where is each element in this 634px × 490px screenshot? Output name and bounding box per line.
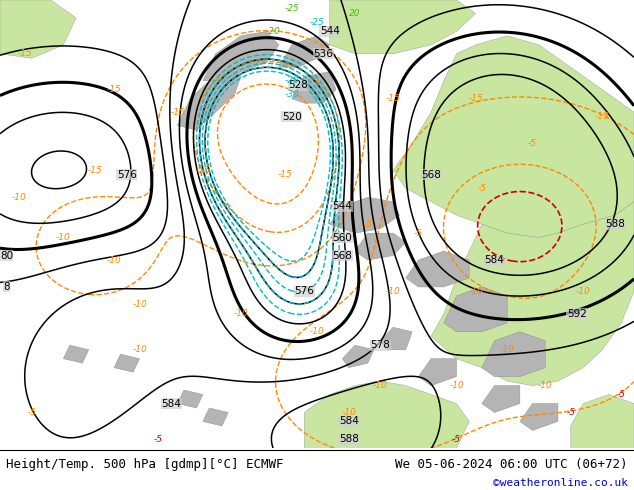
Text: -15: -15	[87, 166, 103, 175]
Polygon shape	[380, 327, 412, 350]
Text: 568: 568	[421, 170, 441, 180]
Text: 544: 544	[320, 26, 340, 36]
Text: -15: -15	[468, 94, 483, 103]
Polygon shape	[63, 345, 89, 363]
Text: 576: 576	[294, 287, 314, 296]
Text: -15: -15	[195, 166, 210, 175]
Polygon shape	[482, 386, 520, 413]
Polygon shape	[304, 381, 469, 448]
Text: -10: -10	[107, 256, 122, 265]
Text: -25: -25	[309, 18, 325, 27]
Polygon shape	[406, 251, 469, 287]
Text: 584: 584	[161, 398, 181, 409]
Text: -10: -10	[576, 287, 591, 296]
Text: -5: -5	[363, 220, 372, 229]
Text: -5: -5	[27, 408, 36, 417]
Polygon shape	[393, 36, 634, 238]
Text: -10: -10	[132, 345, 147, 354]
Polygon shape	[418, 359, 456, 386]
Text: -10: -10	[341, 408, 356, 417]
Text: 544: 544	[332, 201, 353, 211]
Text: 520: 520	[281, 112, 302, 122]
Polygon shape	[355, 233, 406, 260]
Text: -5: -5	[617, 390, 626, 399]
Text: 584: 584	[339, 416, 359, 426]
Text: -30: -30	[284, 90, 299, 98]
Polygon shape	[330, 0, 476, 54]
Polygon shape	[431, 202, 634, 386]
Text: -20: -20	[284, 76, 299, 85]
Text: 568: 568	[332, 250, 353, 261]
Text: We 05-06-2024 06:00 UTC (06+72): We 05-06-2024 06:00 UTC (06+72)	[395, 458, 628, 471]
Polygon shape	[444, 287, 507, 332]
Text: Height/Temp. 500 hPa [gdmp][°C] ECMWF: Height/Temp. 500 hPa [gdmp][°C] ECMWF	[6, 458, 284, 471]
Polygon shape	[292, 72, 336, 103]
Text: -10: -10	[56, 233, 71, 242]
Text: 588: 588	[605, 219, 625, 229]
Polygon shape	[178, 67, 241, 130]
Polygon shape	[178, 390, 203, 408]
Text: -15: -15	[278, 171, 293, 179]
Text: -5: -5	[452, 435, 461, 444]
Text: -15: -15	[170, 108, 185, 117]
Text: -10: -10	[468, 287, 483, 296]
Text: 560: 560	[332, 233, 353, 243]
Polygon shape	[0, 0, 76, 58]
Text: -10: -10	[385, 287, 401, 296]
Polygon shape	[571, 394, 634, 448]
Text: -15: -15	[595, 112, 610, 121]
Polygon shape	[114, 354, 139, 372]
Text: -15: -15	[385, 94, 401, 103]
Polygon shape	[279, 36, 330, 67]
Text: -5: -5	[477, 184, 486, 193]
Text: ©weatheronline.co.uk: ©weatheronline.co.uk	[493, 477, 628, 488]
Text: -10: -10	[233, 309, 249, 318]
Text: 584: 584	[484, 255, 505, 265]
Text: 20: 20	[349, 9, 361, 18]
Text: 536: 536	[313, 49, 333, 59]
Text: -5: -5	[566, 408, 575, 417]
Polygon shape	[330, 197, 399, 233]
Polygon shape	[203, 31, 279, 81]
Text: -5: -5	[528, 139, 537, 148]
Polygon shape	[203, 408, 228, 426]
Text: -20: -20	[265, 27, 280, 36]
Text: 576: 576	[117, 170, 137, 180]
Polygon shape	[482, 332, 545, 377]
Text: -10: -10	[132, 300, 147, 309]
Text: 528: 528	[288, 80, 308, 90]
Text: -10: -10	[449, 381, 464, 390]
Text: -15: -15	[18, 49, 33, 58]
Text: 8: 8	[3, 282, 10, 292]
Polygon shape	[342, 345, 374, 368]
Text: -5: -5	[154, 435, 163, 444]
Text: -10: -10	[309, 327, 325, 336]
Text: -10: -10	[538, 381, 553, 390]
Text: -10: -10	[500, 345, 515, 354]
Text: 80: 80	[0, 250, 13, 261]
Text: -25: -25	[284, 4, 299, 13]
Text: 588: 588	[339, 434, 359, 444]
Text: 592: 592	[567, 309, 587, 319]
Text: -5: -5	[414, 229, 423, 238]
Text: -10: -10	[373, 381, 388, 390]
Text: -15: -15	[107, 85, 122, 94]
Text: 578: 578	[370, 340, 391, 350]
Polygon shape	[520, 404, 558, 430]
Text: -10: -10	[11, 193, 27, 202]
